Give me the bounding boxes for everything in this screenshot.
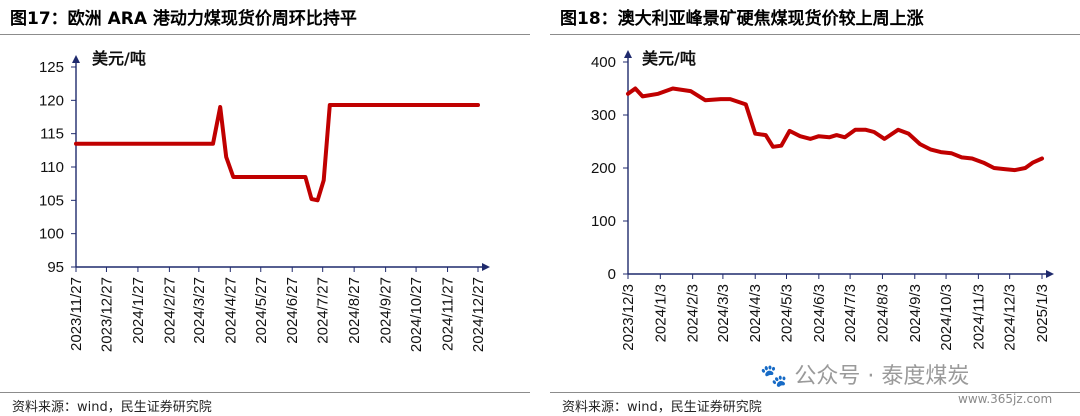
x-tick-label: 2023/12/27 (98, 277, 115, 352)
x-tick-label: 2024/7/3 (842, 284, 859, 342)
x-tick-label: 2024/3/3 (715, 284, 732, 342)
x-tick-label: 2024/4/3 (747, 284, 764, 342)
x-tick-label: 2024/9/3 (907, 284, 924, 342)
x-tick-label: 2024/6/27 (284, 277, 301, 344)
y-tick-label: 100 (39, 226, 64, 243)
x-tick-label: 2024/11/3 (970, 284, 987, 350)
chart-ara-thermal-coal: 美元/吨 95 100 105 110 115 120 125 2023/11/27 2023/1… (39, 49, 490, 352)
y-axis-arrow (72, 55, 80, 63)
y-tick-label: 200 (591, 160, 616, 177)
x-tick-label: 2024/3/27 (191, 277, 208, 344)
x-tick-label: 2024/7/27 (315, 277, 332, 344)
x-axis-arrow (482, 263, 490, 271)
y-tick-label: 0 (608, 266, 616, 283)
x-tick-label: 2024/1/27 (130, 277, 147, 344)
series-line (74, 103, 480, 203)
x-tick-label: 2024/11/27 (440, 277, 457, 351)
x-tick-label: 2024/4/27 (222, 277, 239, 344)
x-tick-label: 2024/12/27 (470, 277, 487, 352)
x-tick-label: 2024/6/3 (811, 284, 828, 342)
x-tick-label: 2023/11/27 (68, 277, 85, 351)
x-tick-label: 2023/12/3 (620, 284, 637, 351)
y-tick-label: 125 (39, 59, 64, 76)
x-tick-label: 2024/10/27 (408, 277, 425, 352)
title-rule (0, 34, 530, 35)
y-tick-label: 105 (39, 192, 64, 209)
x-tick-label: 2024/5/27 (253, 277, 270, 344)
series-line (626, 86, 1044, 173)
y-axis-unit-label: 美元/吨 (92, 49, 146, 68)
watermark-url: www.365jz.com (958, 392, 1053, 406)
y-tick-label: 95 (47, 259, 64, 276)
x-tick-label: 2024/8/27 (346, 277, 363, 344)
y-axis-unit-label: 美元/吨 (642, 49, 696, 68)
x-tick-label: 2024/12/3 (1002, 284, 1019, 351)
y-tick-label: 100 (591, 213, 616, 230)
y-tick-label: 400 (591, 54, 616, 71)
source-rule (0, 392, 530, 393)
y-tick-label: 110 (40, 159, 64, 176)
source-note: 资料来源：wind，民生证券研究院 (562, 400, 762, 415)
x-tick-label: 2024/2/27 (161, 277, 178, 344)
watermark-text: 🐾 公众号 · 泰度煤炭 (760, 364, 970, 389)
y-tick-label: 115 (40, 126, 64, 143)
source-rule (550, 392, 1080, 393)
title-rule (550, 34, 1080, 35)
chart-peak-downs-coking-coal: 美元/吨 0 100 200 300 400 2023/12/3 2024/1/3 2024/2… (591, 49, 1054, 351)
y-axis-arrow (624, 50, 632, 58)
chart-title: 图17：欧洲 ARA 港动力煤现货价周环比持平 (10, 9, 357, 29)
x-axis-arrow (1046, 270, 1054, 278)
chart-panel-peak-downs-coking-coal: 图18：澳大利亚峰景矿硬焦煤现货价较上周上涨 美元/吨 0 100 200 300 400… (550, 0, 1080, 416)
x-tick-label: 2025/1/3 (1034, 284, 1051, 342)
y-tick-label: 300 (591, 107, 616, 124)
chart-panel-ara-thermal-coal: 图17：欧洲 ARA 港动力煤现货价周环比持平 美元/吨 95 100 105 110 1… (0, 0, 530, 416)
y-tick-label: 120 (39, 92, 64, 109)
x-tick-label: 2024/5/3 (779, 284, 796, 342)
x-tick-label: 2024/10/3 (938, 284, 955, 351)
x-tick-label: 2024/8/3 (874, 284, 891, 342)
x-tick-label: 2024/1/3 (652, 284, 669, 342)
x-tick-label: 2024/2/3 (685, 284, 702, 342)
x-tick-label: 2024/9/27 (378, 277, 395, 344)
chart-title: 图18：澳大利亚峰景矿硬焦煤现货价较上周上涨 (560, 9, 924, 29)
source-note: 资料来源：wind，民生证券研究院 (12, 400, 212, 415)
